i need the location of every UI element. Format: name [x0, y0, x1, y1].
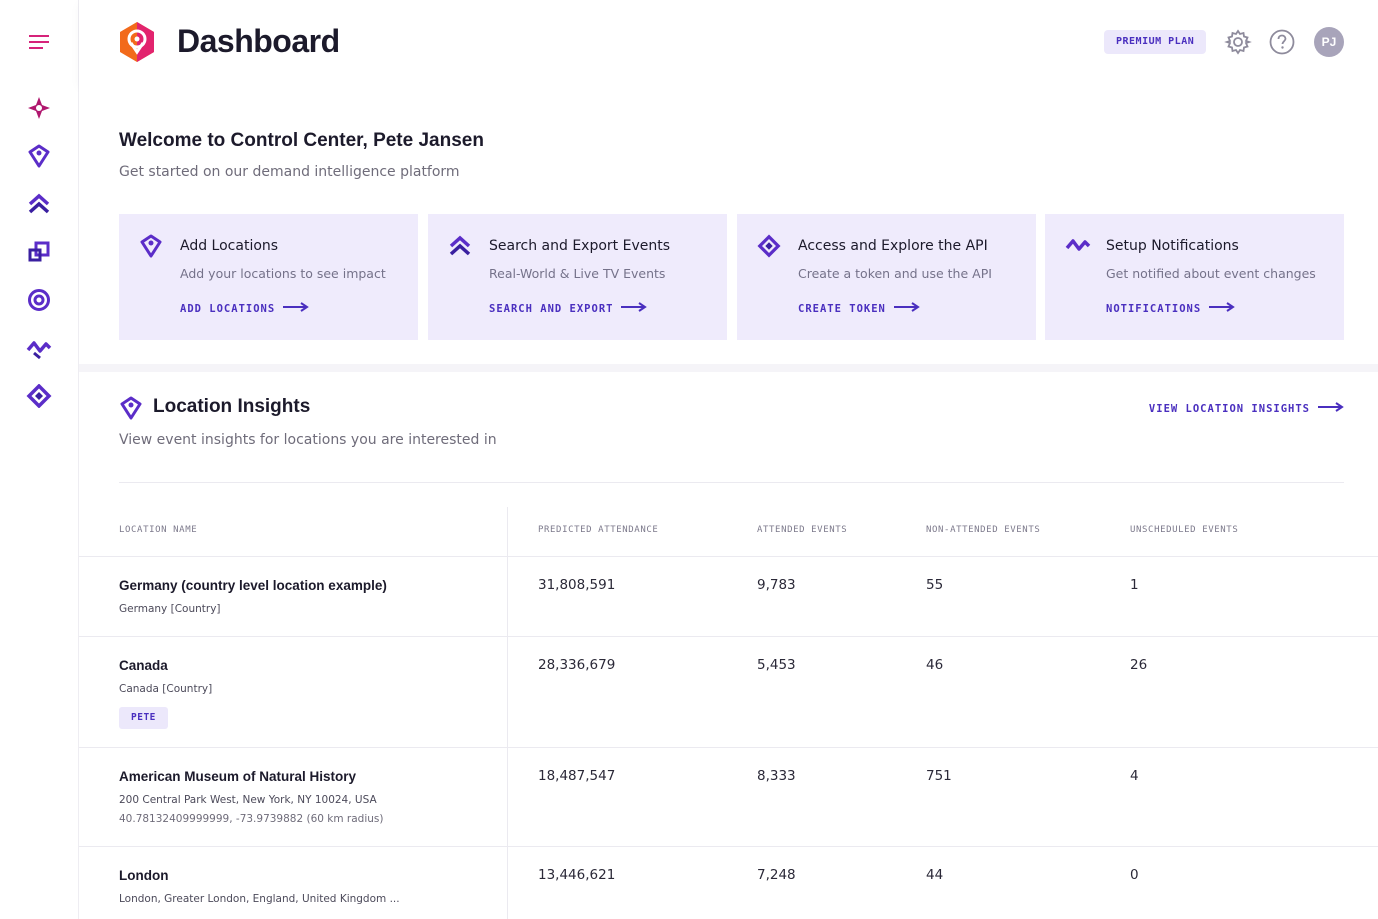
location-pin-icon: [139, 234, 163, 258]
predicted-attendance: 18,487,547: [538, 768, 616, 784]
column-header[interactable]: LOCATION NAME: [119, 525, 198, 535]
card-link-label: ADD LOCATIONS: [180, 302, 276, 315]
section-divider: [79, 364, 1378, 372]
export-squares-icon[interactable]: [24, 237, 54, 267]
non-attended-events: 751: [926, 768, 952, 784]
divider: [119, 482, 1344, 483]
menu-icon[interactable]: [24, 27, 54, 57]
sparkle-icon[interactable]: [24, 93, 54, 123]
table-row[interactable]: London London, Greater London, England, …: [79, 847, 1378, 919]
view-location-insights-link[interactable]: VIEW LOCATION INSIGHTS: [1149, 402, 1344, 415]
location-address: 200 Central Park West, New York, NY 1002…: [119, 794, 377, 806]
location-name[interactable]: Germany (country level location example): [119, 578, 387, 593]
avatar[interactable]: PJ: [1314, 27, 1344, 57]
welcome-subtitle: Get started on our demand intelligence p…: [119, 164, 460, 180]
attended-events: 5,453: [757, 657, 796, 673]
card-description: Add your locations to see impact: [180, 266, 386, 281]
welcome-section: Welcome to Control Center, Pete Jansen G…: [79, 84, 1378, 364]
column-divider: [507, 507, 508, 919]
arrow-right-icon: [893, 302, 920, 315]
welcome-title: Welcome to Control Center, Pete Jansen: [119, 130, 484, 151]
section-title: Location Insights: [153, 396, 311, 417]
column-header[interactable]: UNSCHEDULED EVENTS: [1130, 525, 1239, 535]
table-row[interactable]: Germany (country level location example)…: [79, 557, 1378, 637]
unscheduled-events: 0: [1130, 867, 1139, 883]
search-export-link[interactable]: SEARCH AND EXPORT: [489, 302, 648, 315]
attended-events: 7,248: [757, 867, 796, 883]
table-row[interactable]: Canada Canada [Country] PETE 28,336,679 …: [79, 637, 1378, 748]
location-name[interactable]: American Museum of Natural History: [119, 769, 357, 784]
api-diamond-icon[interactable]: [24, 381, 54, 411]
unscheduled-events: 1: [1130, 577, 1139, 593]
card-notifications[interactable]: Setup Notifications Get notified about e…: [1045, 214, 1344, 340]
location-detail: Germany [Country]: [119, 603, 221, 615]
card-description: Real-World & Live TV Events: [489, 266, 666, 281]
non-attended-events: 55: [926, 577, 944, 593]
card-title: Search and Export Events: [489, 238, 671, 254]
arrow-right-icon: [621, 302, 648, 315]
card-api[interactable]: Access and Explore the API Create a toke…: [737, 214, 1036, 340]
location-pin-icon[interactable]: [24, 141, 54, 171]
location-name[interactable]: Canada: [119, 658, 168, 673]
card-title: Access and Explore the API: [798, 238, 988, 254]
top-header: Dashboard PREMIUM PLAN PJ: [79, 0, 1378, 84]
card-link-label: SEARCH AND EXPORT: [489, 302, 614, 315]
double-chevron-up-icon[interactable]: [24, 189, 54, 219]
help-icon[interactable]: [1268, 28, 1296, 56]
pulse-icon[interactable]: [24, 333, 54, 363]
card-description: Get notified about event changes: [1106, 266, 1316, 281]
card-description: Create a token and use the API: [798, 266, 992, 281]
plan-badge[interactable]: PREMIUM PLAN: [1104, 30, 1207, 54]
create-token-link[interactable]: CREATE TOKEN: [798, 302, 920, 315]
column-header[interactable]: PREDICTED ATTENDANCE: [538, 525, 659, 535]
insights-table: LOCATION NAME PREDICTED ATTENDANCE ATTEN…: [79, 507, 1378, 919]
brand-logo-icon[interactable]: [117, 21, 157, 63]
column-header[interactable]: ATTENDED EVENTS: [757, 525, 848, 535]
arrow-right-icon: [1209, 302, 1235, 315]
arrow-right-icon: [1318, 402, 1344, 415]
column-header[interactable]: NON-ATTENDED EVENTS: [926, 525, 1041, 535]
double-chevron-up-icon: [448, 234, 472, 258]
unscheduled-events: 4: [1130, 768, 1139, 784]
location-detail: Canada [Country]: [119, 683, 213, 695]
card-link-label: CREATE TOKEN: [798, 302, 886, 315]
location-pin-icon: [119, 396, 143, 420]
link-label: VIEW LOCATION INSIGHTS: [1148, 402, 1310, 415]
predicted-attendance: 31,808,591: [538, 577, 616, 593]
attended-events: 8,333: [757, 768, 796, 784]
pulse-icon: [1065, 234, 1091, 258]
section-subtitle: View event insights for locations you ar…: [119, 432, 497, 448]
table-row[interactable]: American Museum of Natural History 200 C…: [79, 748, 1378, 847]
notifications-link[interactable]: NOTIFICATIONS: [1106, 302, 1235, 315]
location-insights-section: Location Insights View event insights fo…: [79, 372, 1378, 919]
non-attended-events: 44: [926, 867, 944, 883]
card-add-locations[interactable]: Add Locations Add your locations to see …: [119, 214, 418, 340]
location-detail: London, Greater London, England, United …: [119, 893, 400, 905]
page-title: Dashboard: [177, 23, 340, 59]
predicted-attendance: 13,446,621: [538, 867, 616, 883]
arrow-right-icon: [283, 302, 309, 315]
card-title: Add Locations: [180, 238, 279, 254]
target-icon[interactable]: [24, 285, 54, 315]
gear-icon[interactable]: [1224, 28, 1252, 56]
card-link-label: NOTIFICATIONS: [1106, 302, 1202, 315]
location-tag[interactable]: PETE: [119, 707, 168, 729]
predicted-attendance: 28,336,679: [538, 657, 616, 673]
card-title: Setup Notifications: [1106, 238, 1239, 254]
non-attended-events: 46: [926, 657, 944, 673]
location-coordinates: 40.78132409999999, -73.9739882 (60 km ra…: [119, 813, 384, 825]
attended-events: 9,783: [757, 577, 796, 593]
add-locations-link[interactable]: ADD LOCATIONS: [180, 302, 309, 315]
api-diamond-icon: [757, 234, 781, 258]
sidebar: [0, 0, 79, 919]
location-name[interactable]: London: [119, 868, 169, 883]
table-header: LOCATION NAME PREDICTED ATTENDANCE ATTEN…: [79, 507, 1378, 557]
unscheduled-events: 26: [1130, 657, 1148, 673]
card-search-export[interactable]: Search and Export Events Real-World & Li…: [428, 214, 727, 340]
